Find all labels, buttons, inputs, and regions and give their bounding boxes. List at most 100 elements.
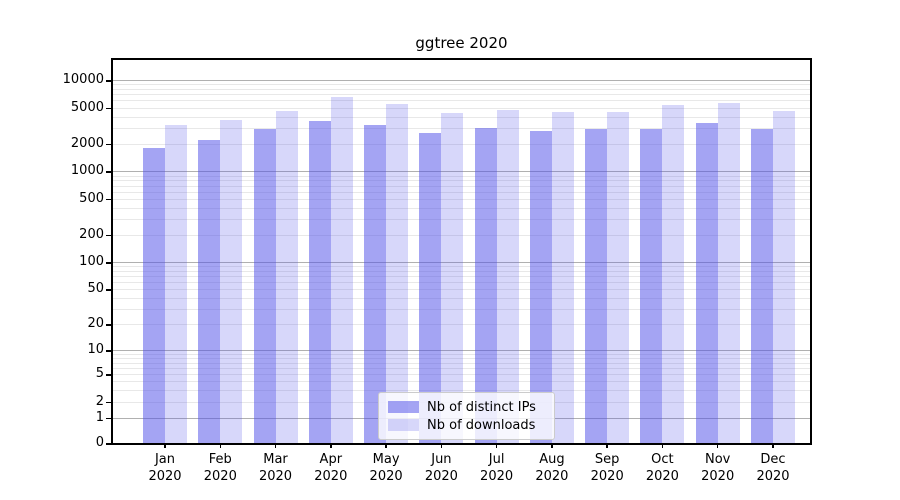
x-tick-label: Dec 2020 (756, 452, 790, 484)
bar-distinct-ips (585, 129, 608, 443)
x-tick-mark (772, 443, 774, 448)
bar-downloads (330, 96, 353, 443)
y-gridline (113, 127, 810, 129)
y-gridline (113, 358, 810, 359)
y-gridline (113, 219, 810, 220)
bar-distinct-ips (419, 133, 442, 443)
chart-title: ggtree 2020 (415, 34, 508, 52)
y-tick-mark (106, 171, 111, 173)
x-tick-label: Oct 2020 (645, 452, 679, 484)
y-gridline (113, 191, 810, 193)
bar-downloads (717, 102, 740, 443)
bar-distinct-ips (308, 121, 331, 443)
bar-downloads (275, 110, 298, 443)
y-gridline (113, 89, 810, 90)
y-gridline (113, 171, 810, 173)
bar-downloads (551, 112, 574, 443)
x-tick-mark (716, 443, 719, 448)
y-gridline (113, 367, 810, 369)
y-tick-label: 50 (87, 281, 104, 297)
bar-downloads (773, 110, 795, 443)
x-tick-mark (219, 443, 222, 448)
y-gridline (113, 266, 810, 268)
x-tick-mark (164, 443, 166, 448)
bar-distinct-ips (640, 128, 663, 443)
y-gridline (113, 234, 810, 236)
y-tick-label: 100 (79, 254, 104, 270)
y-tick-mark (106, 289, 111, 291)
bar-distinct-ips (695, 122, 718, 443)
x-tick-label: Nov 2020 (701, 452, 735, 484)
y-gridline (113, 180, 810, 182)
x-tick-label: Jun 2020 (424, 452, 458, 484)
y-tick-mark (106, 350, 111, 352)
legend: Nb of distinct IPs Nb of downloads (378, 392, 555, 440)
y-gridline (113, 107, 810, 109)
y-gridline (113, 185, 810, 187)
bar-distinct-ips (364, 124, 387, 443)
y-tick-label: 2000 (70, 135, 104, 151)
x-tick-mark (330, 443, 332, 448)
y-tick-mark (106, 401, 111, 404)
y-tick-label: 20 (87, 316, 104, 332)
y-tick-mark (106, 417, 111, 420)
y-tick-label: 500 (79, 190, 104, 206)
y-tick-label: 200 (79, 226, 104, 242)
x-tick-mark (551, 443, 553, 448)
x-tick-label: Aug 2020 (535, 452, 569, 484)
x-tick-mark (606, 443, 608, 448)
y-tick-label: 10 (87, 342, 104, 357)
legend-label: Nb of distinct IPs (427, 399, 536, 415)
y-gridline (113, 381, 810, 383)
y-gridline (113, 297, 810, 299)
y-tick-mark (106, 198, 111, 201)
y-gridline (113, 289, 810, 291)
bar-downloads (662, 105, 685, 443)
y-gridline (113, 198, 810, 200)
x-tick-label: Feb 2020 (203, 452, 237, 484)
y-gridline (113, 84, 810, 86)
y-gridline (113, 362, 810, 364)
y-tick-label: 5000 (70, 99, 104, 115)
y-tick-mark (106, 374, 111, 376)
legend-label: Nb of downloads (427, 417, 536, 433)
bar-downloads (220, 120, 243, 443)
legend-swatch (388, 401, 419, 413)
y-gridline (113, 94, 810, 96)
x-tick-label: Apr 2020 (314, 452, 348, 484)
y-gridline (113, 116, 810, 118)
bar-distinct-ips (198, 140, 221, 443)
bar-downloads (441, 113, 464, 443)
y-gridline (113, 350, 810, 351)
y-gridline (113, 324, 810, 326)
x-tick-mark (440, 443, 443, 448)
y-gridline (113, 353, 810, 355)
bar-downloads (165, 124, 187, 443)
x-tick-label: Jul 2020 (480, 452, 514, 484)
y-tick-label: 0 (95, 435, 104, 450)
x-tick-mark (274, 443, 277, 448)
bar-distinct-ips (751, 129, 773, 443)
y-gridline (113, 276, 810, 278)
y-tick-mark (106, 80, 111, 82)
y-tick-label: 5 (95, 366, 104, 381)
x-tick-label: May 2020 (369, 452, 403, 484)
y-tick-mark (106, 107, 111, 110)
bar-distinct-ips (143, 147, 165, 443)
y-tick-mark (106, 234, 111, 237)
y-tick-mark (106, 324, 111, 326)
y-gridline (113, 175, 810, 177)
y-gridline (113, 80, 810, 82)
y-gridline (113, 374, 810, 375)
legend-swatch (388, 419, 419, 431)
x-tick-mark (661, 443, 664, 448)
bar-distinct-ips (253, 129, 276, 443)
y-tick-label: 2 (95, 393, 104, 409)
y-gridline (113, 143, 810, 145)
bar-downloads (607, 111, 630, 443)
y-tick-mark (106, 143, 111, 146)
y-axis-labels: 10000 5000 2000 1000 500 200 100 50 20 10 5 2 1 0 (0, 60, 104, 450)
bar-distinct-ips (474, 128, 497, 443)
bar-downloads (386, 104, 409, 443)
